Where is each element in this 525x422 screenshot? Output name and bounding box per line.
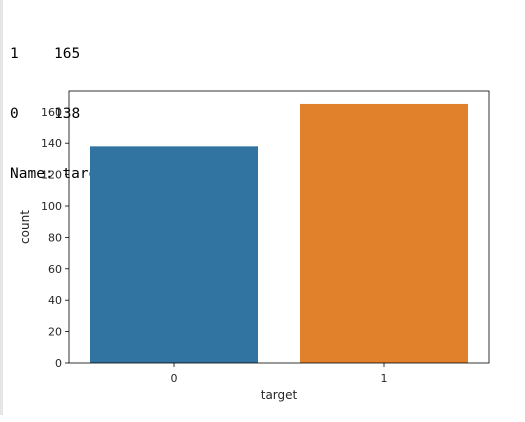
bars-group xyxy=(90,103,468,363)
y-tick-label: 60 xyxy=(48,263,62,276)
output-index: 0 xyxy=(10,106,19,122)
x-tick-label: 0 xyxy=(171,372,178,385)
bar-1 xyxy=(300,103,468,363)
cell-border xyxy=(0,0,3,415)
y-tick-label: 20 xyxy=(48,326,62,339)
y-axis-label: count xyxy=(18,210,32,244)
x-tick-label: 1 xyxy=(381,372,388,385)
y-tick-label: 80 xyxy=(48,231,62,244)
bar-0 xyxy=(90,146,258,363)
y-axis: 0 20 40 60 80 100 120 140 160 xyxy=(41,106,69,370)
output-row-1: 0 138 xyxy=(10,104,237,124)
x-axis-label: target xyxy=(261,388,298,402)
y-tick-label: 140 xyxy=(41,137,62,150)
plot-frame xyxy=(68,90,490,364)
y-tick-label: 160 xyxy=(41,106,62,119)
output-index: 1 xyxy=(10,46,19,62)
output-value: 138 xyxy=(54,106,81,122)
y-tick-label: 120 xyxy=(41,169,62,182)
y-tick-label: 40 xyxy=(48,294,62,307)
y-tick-label: 0 xyxy=(55,357,62,370)
output-value: 165 xyxy=(54,46,81,62)
output-row-0: 1 165 xyxy=(10,44,237,64)
y-tick-label: 100 xyxy=(41,200,62,213)
